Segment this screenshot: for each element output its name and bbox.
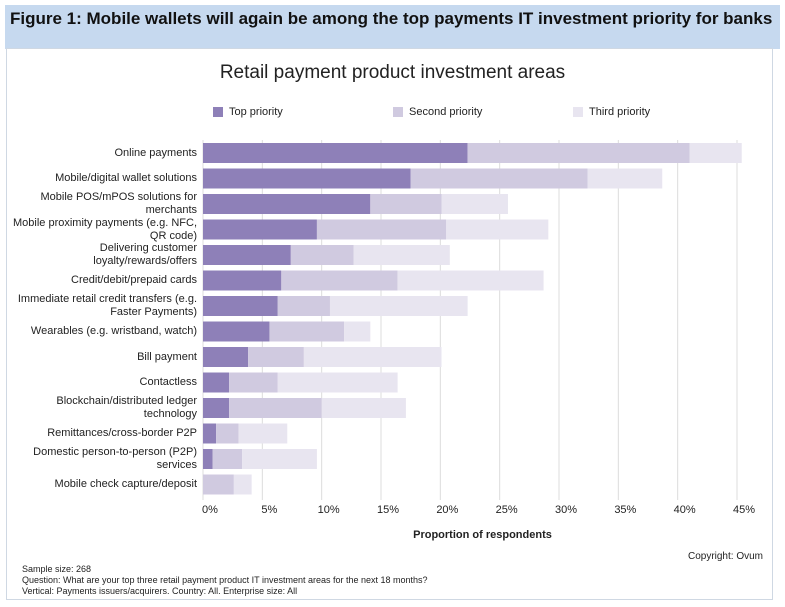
bar-top-priority	[203, 270, 282, 291]
legend-swatch	[213, 107, 223, 117]
x-tick-label: 10%	[317, 504, 340, 516]
bar-third-priority	[329, 296, 468, 316]
legend-second-priority: Second priority	[393, 106, 482, 118]
bar-top-priority	[203, 296, 278, 316]
bar-third-priority	[277, 372, 398, 393]
chart-panel	[6, 48, 773, 600]
category-label: Immediate retail credit transfers (e.g. …	[17, 293, 197, 318]
bar-third-priority	[238, 423, 288, 444]
bar-third-priority	[397, 270, 544, 291]
bar-second-priority	[410, 168, 588, 189]
bar-top-priority	[203, 449, 213, 469]
bar-second-priority	[277, 296, 330, 316]
category-label: Bill payment	[137, 350, 197, 363]
title-band	[5, 5, 780, 49]
bar-third-priority	[303, 347, 442, 367]
bar-top-priority	[203, 168, 411, 189]
bar-second-priority	[212, 449, 243, 469]
legend-top-priority: Top priority	[213, 106, 283, 118]
bar-top-priority	[203, 194, 371, 214]
bar-third-priority	[321, 398, 406, 418]
bar-top-priority	[203, 321, 270, 342]
bar-second-priority	[316, 219, 447, 240]
legend-label: Second priority	[409, 106, 483, 118]
category-label: Blockchain/distributed ledger technology	[56, 395, 197, 420]
bar-third-priority	[242, 449, 317, 469]
bar-third-priority	[441, 194, 508, 214]
note-question: Question: What are your top three retail…	[22, 575, 428, 585]
bar-third-priority	[446, 219, 549, 240]
bar-top-priority	[203, 423, 217, 444]
x-tick-label: 40%	[673, 504, 696, 516]
x-tick-label: 15%	[376, 504, 400, 516]
legend-label: Top priority	[229, 106, 283, 118]
category-label: Mobile proximity payments (e.g. NFC, QR …	[13, 216, 197, 242]
legend-swatch	[393, 107, 403, 117]
bar-second-priority	[203, 474, 234, 495]
category-label: Delivering customer loyalty/rewards/offe…	[93, 242, 197, 267]
bar-third-priority	[233, 474, 252, 495]
x-tick-label: 45%	[732, 504, 756, 516]
bar-top-priority	[203, 398, 230, 418]
note-vertical: Vertical: Payments issuers/acquirers. Co…	[22, 586, 298, 596]
category-label: Wearables (e.g. wristband, watch)	[30, 325, 197, 337]
copyright: Copyright: Ovum	[687, 551, 763, 562]
bar-top-priority	[203, 245, 291, 265]
x-tick-label: 35%	[614, 504, 637, 516]
legend-swatch	[573, 107, 583, 117]
bar-second-priority	[370, 194, 442, 214]
category-label: Domestic person-to-person (P2P) services	[33, 446, 197, 471]
x-tick-label: 0%	[202, 504, 218, 516]
x-tick-label: 30%	[554, 504, 578, 516]
category-label: Contactless	[139, 376, 197, 388]
bar-second-priority	[229, 398, 322, 418]
bar-second-priority	[467, 143, 690, 163]
chart-title: Retail payment product investment areas	[219, 62, 566, 83]
bar-second-priority	[269, 321, 345, 342]
x-tick-label: 5%	[261, 504, 278, 516]
legend-third-priority: Third priority	[573, 106, 650, 118]
category-label: Mobile POS/mPOS solutions for merchants	[40, 191, 197, 216]
figure-title: Figure 1: Mobile wallets will again be a…	[10, 9, 773, 28]
category-label: Online payments	[114, 146, 197, 159]
bar-second-priority	[290, 245, 354, 265]
bar-top-priority	[203, 143, 468, 163]
bar-second-priority	[229, 372, 278, 393]
legend-label: Third priority	[589, 106, 651, 118]
category-label: Mobile/digital wallet solutions	[55, 172, 197, 184]
bar-third-priority	[587, 168, 663, 189]
bar-second-priority	[248, 347, 304, 367]
category-label: Credit/debit/prepaid cards	[71, 274, 197, 286]
bar-second-priority	[216, 423, 239, 444]
bar-third-priority	[353, 245, 450, 265]
note-sample-size: Sample size: 268	[22, 564, 92, 574]
bar-third-priority	[344, 321, 371, 342]
x-axis-title: Proportion of respondents	[413, 529, 552, 541]
category-label: Remittances/cross-border P2P	[47, 427, 197, 439]
bar-top-priority	[203, 219, 317, 240]
bar-top-priority	[203, 372, 230, 393]
bar-second-priority	[281, 270, 398, 291]
x-tick-label: 20%	[436, 504, 459, 516]
bar-top-priority	[203, 347, 249, 367]
category-label: Mobile check capture/deposit	[54, 478, 197, 490]
x-tick-label: 25%	[495, 504, 518, 516]
bar-third-priority	[689, 143, 742, 163]
